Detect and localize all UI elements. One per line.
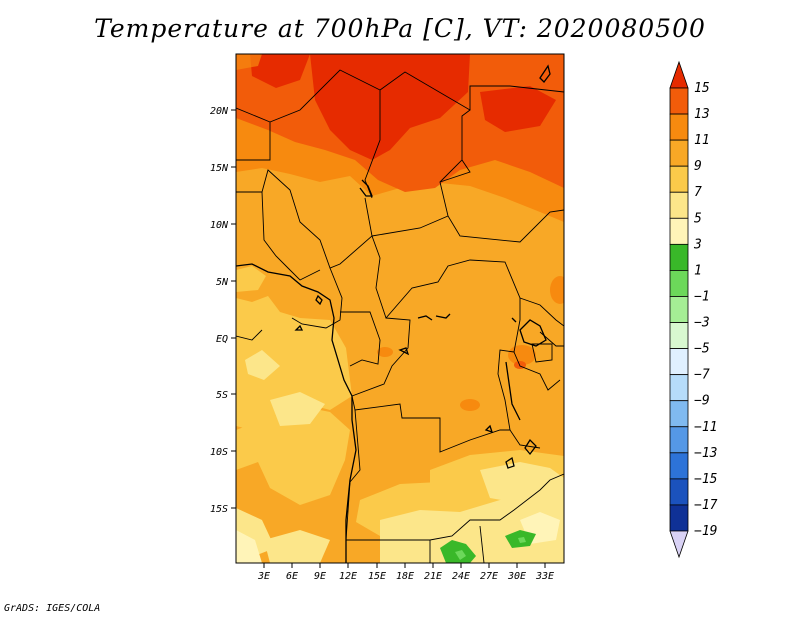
colorbar-label: −1 (694, 289, 710, 304)
lon-tick-label: 6E (286, 571, 298, 582)
lat-axis: 20N 15N 10N 5N EQ 5S 10S 15S (210, 106, 236, 515)
colorbar-label: 1 (694, 263, 702, 278)
credit-text: GrADS: IGES/COLA (4, 603, 101, 614)
colorbar-bottom-arrow (669, 530, 689, 559)
lon-tick-label: 27E (480, 571, 498, 582)
lat-tick-label: 10N (210, 220, 229, 231)
colorbar-top-arrow (669, 60, 689, 89)
colorbar-box (669, 348, 689, 376)
colorbar-label: 13 (694, 107, 710, 122)
map-frame (235, 53, 565, 564)
colorbar-label: −3 (694, 316, 710, 331)
lat-tick-label: 5S (216, 390, 228, 401)
lat-tick-label: EQ (216, 334, 228, 345)
lon-tick-label: 21E (424, 571, 442, 582)
lat-tick-label: 10S (210, 447, 228, 458)
lat-tick-label: 5N (216, 277, 229, 288)
colorbar-label: −9 (694, 394, 710, 409)
lat-tick-label: 20N (210, 106, 229, 117)
colorbar-label: 9 (694, 159, 702, 174)
lon-tick-label: 33E (535, 571, 554, 582)
colorbar-box (669, 400, 689, 428)
colorbar (669, 60, 689, 559)
colorbar-box (669, 296, 689, 323)
colorbar-label: −13 (694, 446, 717, 461)
colorbar-box (669, 243, 689, 271)
colorbar-box (669, 217, 689, 245)
colorbar-box (669, 139, 689, 167)
lon-tick-label: 15E (368, 571, 386, 582)
temperature-field (236, 54, 564, 563)
colorbar-box (669, 191, 689, 219)
colorbar-box (669, 322, 689, 349)
lat-tick-label: 15S (210, 504, 228, 515)
lon-tick-label: 3E (257, 571, 270, 582)
colorbar-box (669, 87, 689, 115)
lon-tick-label: 18E (396, 571, 414, 582)
coastlines (236, 64, 551, 563)
colorbar-label: −7 (694, 368, 710, 383)
lat-tick-label: 15N (210, 163, 229, 174)
chart-title: Temperature at 700hPa [C], VT: 202008050… (94, 14, 706, 43)
colorbar-label: −5 (694, 342, 710, 357)
lon-tick-label: 24E (452, 571, 470, 582)
colorbar-label: −15 (694, 472, 718, 487)
lon-tick-label: 30E (507, 571, 526, 582)
colorbar-label: 5 (694, 211, 702, 226)
colorbar-label: −11 (694, 420, 717, 435)
lon-axis: 3E 6E 9E 12E 15E 18E 21E 24E 27E 30E 33E (257, 563, 554, 582)
colorbar-box (669, 478, 689, 506)
colorbar-label: 3 (693, 237, 702, 252)
colorbar-box (669, 165, 689, 193)
colorbar-box (669, 374, 689, 402)
lon-tick-label: 12E (339, 571, 357, 582)
colorbar-label: −17 (694, 498, 718, 513)
colorbar-box (669, 504, 689, 532)
colorbar-label: −19 (694, 524, 717, 539)
colorbar-box (669, 270, 689, 297)
colorbar-box (669, 452, 689, 480)
colorbar-box (669, 113, 689, 141)
country-borders (236, 69, 564, 563)
colorbar-label: 7 (694, 185, 702, 200)
lon-tick-label: 9E (314, 571, 326, 582)
colorbar-labels: 15 13 11 9 7 5 3 1 −1 −3 −5 −7 −9 −11 −13 −15 −17 −19 (693, 81, 718, 539)
colorbar-label: 15 (694, 81, 710, 96)
colorbar-label: 11 (694, 133, 710, 148)
colorbar-box (669, 426, 689, 454)
